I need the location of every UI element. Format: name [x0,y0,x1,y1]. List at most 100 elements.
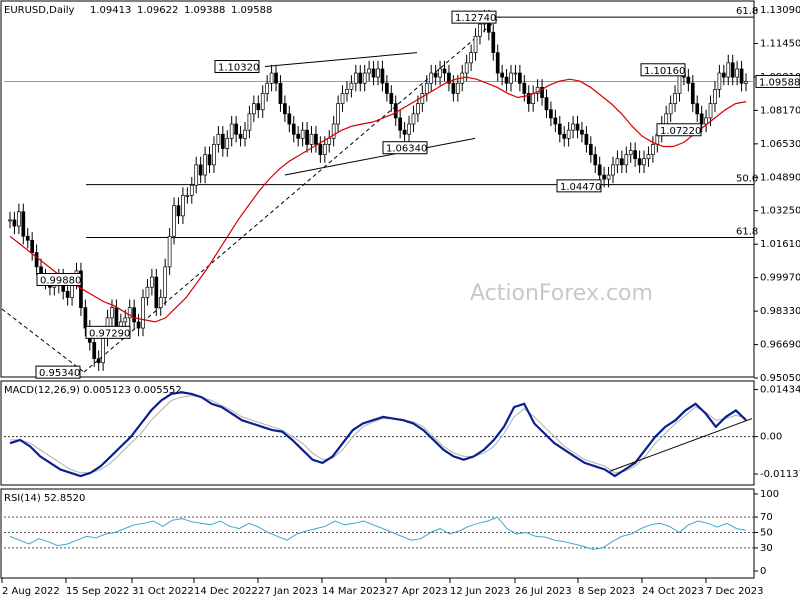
candle-body [114,307,119,329]
candle-body [189,184,194,196]
macd-trend-line [609,418,753,472]
candle-body [566,129,571,139]
candle-body [207,154,212,166]
price-y-tick-label: 1.13090 [760,5,800,16]
candle-body [726,62,731,78]
candle-body [92,341,97,360]
candle-body [167,235,172,268]
macd-y-tick-label: 0.00 [760,432,782,443]
fib-level-label: 61.8 [736,226,758,237]
candle-body [176,205,181,217]
candle-body [345,89,349,94]
x-tick-label: 12 Jun 2023 [450,586,510,597]
annotation-label: 0.95340 [39,368,80,379]
annotation-label: 1.07220 [660,126,701,137]
candle-body [668,103,673,115]
candle-body [717,72,722,90]
trend-line-down-dashed [1,308,85,373]
annotation-box [656,123,702,137]
annotation-label: 1.10160 [644,66,685,77]
x-tick-label: 15 Sep 2022 [66,586,129,597]
candle-body [163,266,168,298]
candle-body [469,52,473,64]
candle-body [25,235,30,241]
macd-title: MACD(12,26,9) 0.005123 0.005552 [4,385,182,396]
candle-body [389,93,394,104]
candle-body [611,164,615,176]
candle-body [535,86,540,94]
rsi-y-tick-label: 100 [760,489,779,500]
channel-top-line [264,52,418,68]
candle-body [584,133,589,145]
candle-body [380,68,385,84]
candle-body [420,93,425,104]
candle-body [633,150,638,160]
candle-body [673,93,677,104]
candle-body [265,82,270,94]
candle-body [17,211,21,227]
candle-body [331,123,336,139]
candle-body [291,123,296,135]
x-tick-label: 27 Apr 2023 [386,586,448,597]
candle-body [690,82,695,104]
candle-body [500,72,504,78]
candle-body [287,113,292,125]
candle-body [141,297,145,329]
annotation-box [214,60,260,74]
annotation-label: 0.99880 [40,276,81,287]
candle-body [478,23,482,37]
x-tick-label: 24 Oct 2023 [642,586,704,597]
candle-body [602,174,606,180]
x-tick-label: 8 Sep 2023 [578,586,635,597]
candle-body [252,103,256,115]
candle-body [642,158,646,166]
candle-body [730,62,735,78]
candle-body [181,195,185,217]
annotation-label: 1.04470 [560,182,601,193]
macd-y-tick-label: 0.014342 [760,385,800,396]
candle-body [735,68,739,78]
candle-body [21,211,26,237]
candle-body [544,97,549,111]
candle-body [269,72,274,84]
candle-body [385,82,389,94]
price-y-tick-label: 1.06530 [760,139,800,150]
rsi-y-tick-label: 0 [760,566,766,577]
price-y-tick-label: 0.96690 [760,340,800,351]
candle-body [101,337,105,364]
candle-body [416,103,420,115]
candle-body [150,276,154,288]
candle-body [127,307,132,319]
price-panel-frame [0,0,755,378]
candle-body [216,133,221,145]
price-y-tick-label: 1.11450 [760,38,800,49]
candle-body [664,113,669,125]
candle-body [518,72,522,84]
rsi-y-tick-label: 70 [760,512,773,523]
candle-body [367,68,371,74]
annotation-box [382,141,428,155]
annotation-box [556,179,602,193]
candle-body [34,252,39,268]
candle-body [411,113,416,125]
candle-body [225,137,230,149]
candle-body [615,158,620,166]
candle-body [637,158,642,166]
candle-body [451,82,456,94]
candle-body [442,68,447,74]
candle-body [407,123,411,135]
price-y-tick-label: 1.01610 [760,239,800,250]
candle-body [504,76,509,84]
candle-body [362,72,367,84]
candle-body [123,317,128,323]
price-title: EURUSD,Daily [4,5,75,16]
candle-body [30,239,35,253]
candle-body [424,82,429,94]
candle-body [83,307,88,329]
candle-body [739,68,744,84]
candle-body [402,129,407,135]
fib-level-label: 61.8 [736,6,758,17]
annotation-label: 1.06340 [386,144,427,155]
candle-body [136,321,141,329]
